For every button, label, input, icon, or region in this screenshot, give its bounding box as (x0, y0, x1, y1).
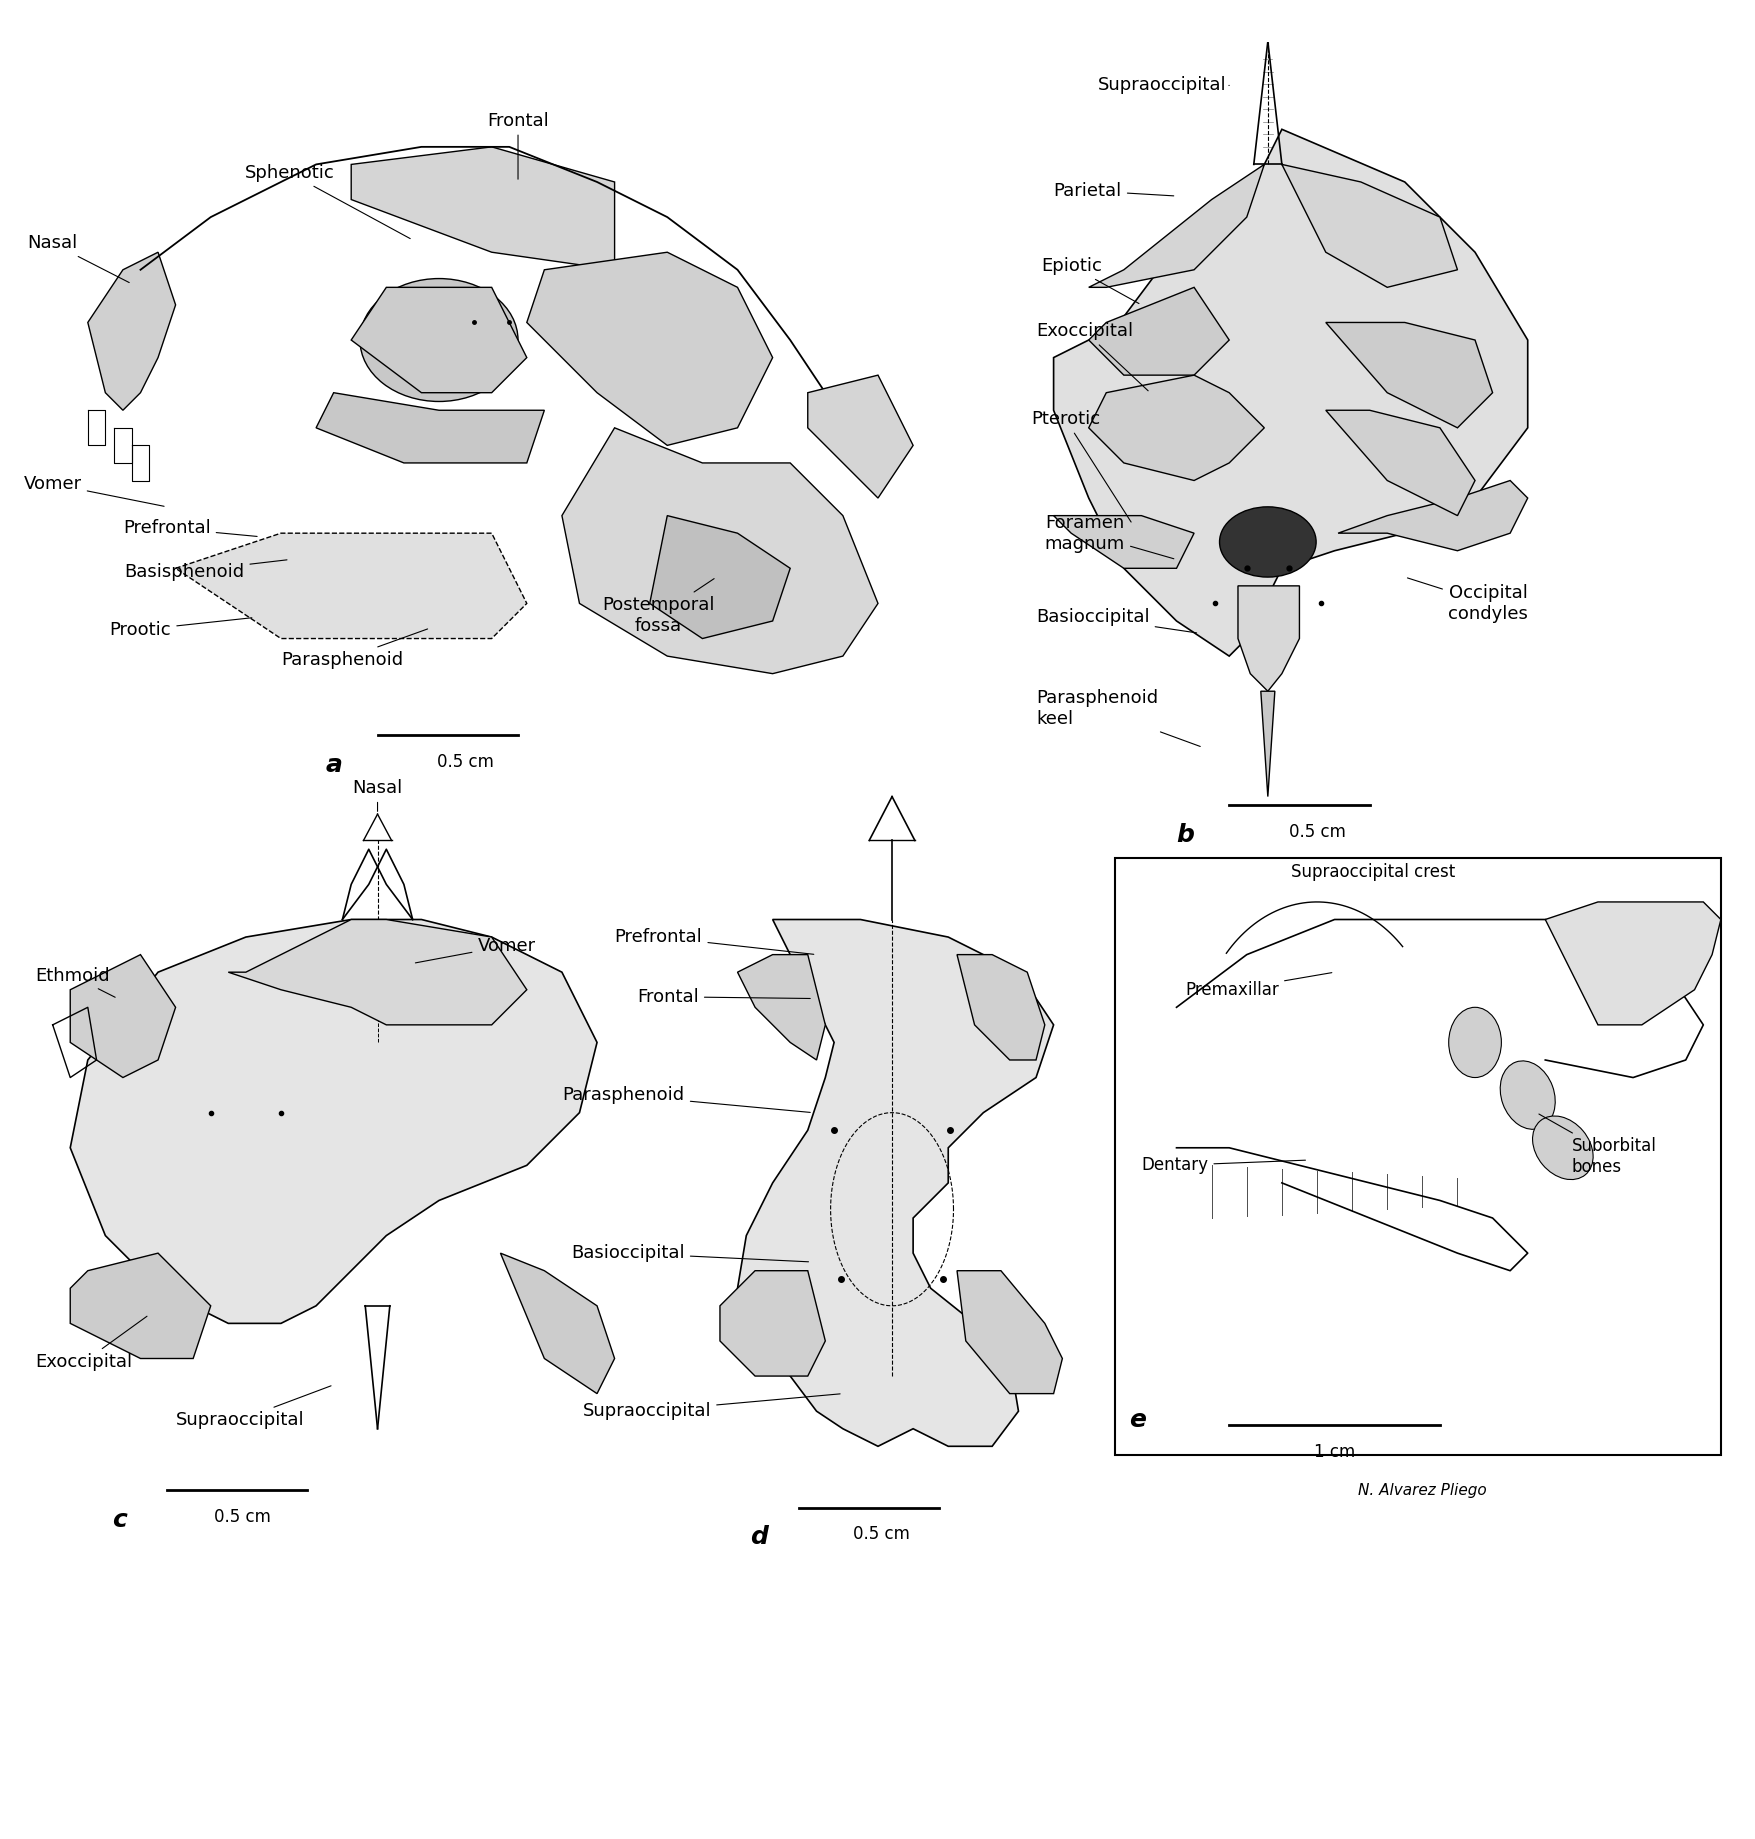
Text: a: a (325, 752, 342, 776)
Text: Parasphenoid: Parasphenoid (281, 629, 428, 669)
Polygon shape (1325, 410, 1474, 515)
Text: Ethmoid: Ethmoid (35, 967, 116, 997)
Text: Occipital
condyles: Occipital condyles (1408, 577, 1527, 623)
Text: Supraoccipital: Supraoccipital (1097, 77, 1228, 94)
Polygon shape (737, 920, 1053, 1445)
Polygon shape (720, 1271, 825, 1376)
Text: d: d (749, 1525, 767, 1548)
Text: Premaxillar: Premaxillar (1185, 973, 1330, 999)
Polygon shape (1325, 322, 1492, 428)
Polygon shape (807, 375, 913, 498)
Text: Supraoccipital crest: Supraoccipital crest (1290, 862, 1455, 881)
Text: Basisphenoid: Basisphenoid (125, 559, 286, 581)
Text: N. Alvarez Pliego: N. Alvarez Pliego (1357, 1482, 1486, 1497)
Text: c: c (112, 1508, 126, 1532)
Text: Parasphenoid
keel: Parasphenoid keel (1035, 690, 1200, 747)
Text: Nasal: Nasal (28, 234, 130, 283)
Text: Pterotic: Pterotic (1030, 410, 1130, 522)
Ellipse shape (1499, 1061, 1555, 1129)
Polygon shape (1281, 164, 1457, 287)
Text: Epiotic: Epiotic (1041, 257, 1139, 303)
Polygon shape (1053, 515, 1193, 568)
Text: Parasphenoid: Parasphenoid (562, 1087, 809, 1113)
Text: Dentary: Dentary (1141, 1157, 1304, 1175)
Polygon shape (1544, 901, 1720, 1024)
Polygon shape (526, 252, 772, 445)
Text: b: b (1176, 822, 1193, 848)
Ellipse shape (1218, 508, 1316, 577)
Text: 0.5 cm: 0.5 cm (437, 752, 493, 771)
Polygon shape (228, 920, 526, 1024)
Polygon shape (351, 287, 526, 394)
Text: Supraoccipital: Supraoccipital (176, 1387, 332, 1429)
Polygon shape (176, 533, 526, 638)
Text: 1 cm: 1 cm (1313, 1444, 1355, 1460)
Text: Prootic: Prootic (109, 618, 251, 638)
Text: Nasal: Nasal (353, 778, 402, 811)
Polygon shape (88, 252, 176, 410)
Text: Frontal: Frontal (486, 112, 549, 178)
Text: Basioccipital: Basioccipital (1035, 609, 1195, 633)
Text: Vomer: Vomer (23, 474, 163, 506)
Text: Supraoccipital: Supraoccipital (583, 1394, 839, 1420)
Text: Frontal: Frontal (637, 988, 809, 1006)
Text: 0.5 cm: 0.5 cm (1288, 822, 1344, 840)
Text: Prefrontal: Prefrontal (123, 519, 256, 537)
Polygon shape (956, 954, 1044, 1059)
Ellipse shape (360, 278, 518, 401)
Polygon shape (1088, 375, 1264, 480)
Polygon shape (70, 1252, 211, 1359)
Polygon shape (351, 147, 614, 270)
Polygon shape (1337, 480, 1527, 550)
Polygon shape (1088, 287, 1228, 375)
Polygon shape (500, 1252, 614, 1394)
Polygon shape (70, 920, 597, 1324)
Text: Foramen
magnum: Foramen magnum (1044, 513, 1172, 559)
Text: Prefrontal: Prefrontal (614, 929, 813, 954)
Text: 0.5 cm: 0.5 cm (214, 1508, 270, 1526)
Text: Vomer: Vomer (416, 936, 535, 964)
Text: Sphenotic: Sphenotic (244, 164, 411, 239)
Text: Postemporal
fossa: Postemporal fossa (602, 579, 714, 634)
Text: e: e (1128, 1409, 1146, 1433)
Ellipse shape (1532, 1116, 1592, 1179)
FancyBboxPatch shape (1114, 859, 1720, 1455)
Polygon shape (1088, 164, 1264, 287)
Polygon shape (70, 954, 176, 1078)
Text: 0.5 cm: 0.5 cm (853, 1525, 909, 1543)
Polygon shape (737, 954, 825, 1059)
Polygon shape (562, 428, 878, 673)
Polygon shape (1260, 691, 1274, 796)
Polygon shape (649, 515, 790, 638)
Text: Basioccipital: Basioccipital (570, 1245, 807, 1262)
Text: Suborbital
bones: Suborbital bones (1537, 1114, 1655, 1175)
Text: Exoccipital: Exoccipital (1035, 322, 1148, 392)
Polygon shape (316, 394, 544, 463)
Ellipse shape (1448, 1008, 1501, 1078)
Text: Parietal: Parietal (1053, 182, 1172, 200)
Polygon shape (1237, 587, 1299, 691)
Polygon shape (956, 1271, 1062, 1394)
Polygon shape (1053, 129, 1527, 657)
Text: Exoccipital: Exoccipital (35, 1317, 147, 1372)
